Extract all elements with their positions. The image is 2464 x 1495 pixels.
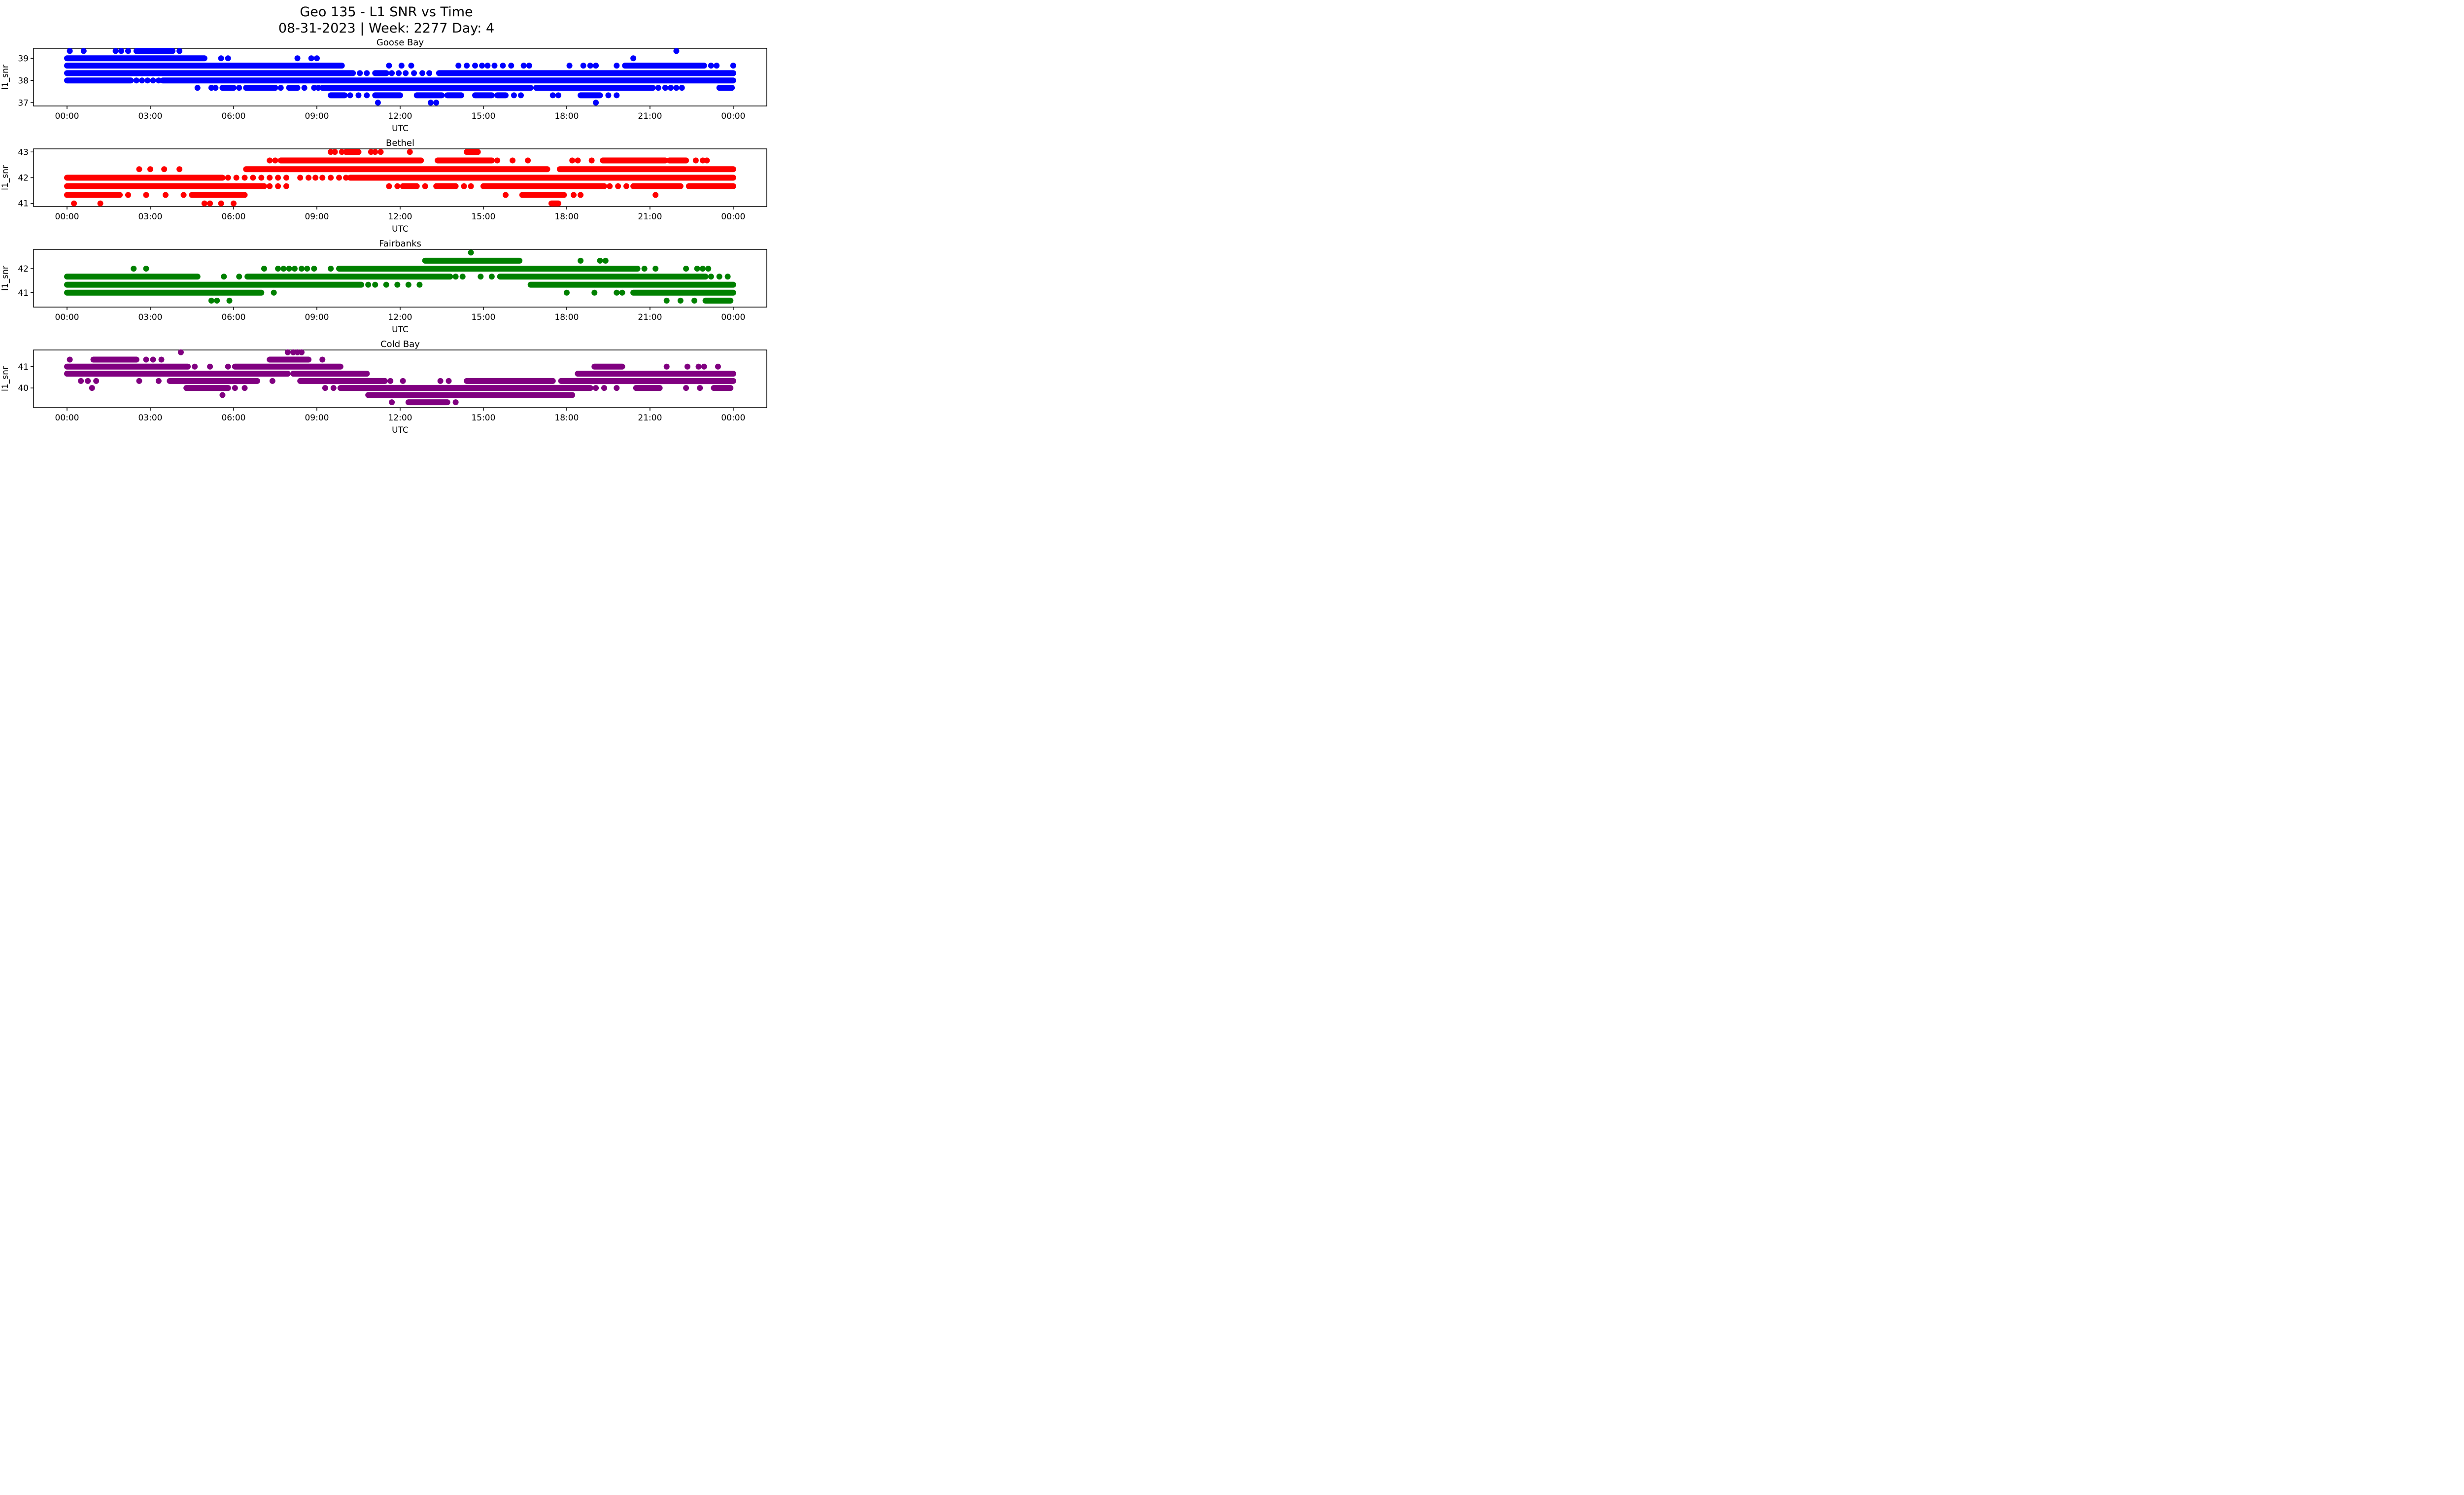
x-tick-label: 12:00 <box>388 313 412 322</box>
x-tick-label: 21:00 <box>638 413 662 423</box>
x-axis-label: UTC <box>392 425 409 435</box>
x-tick-label: 06:00 <box>221 111 245 121</box>
scatter-runs <box>64 149 736 207</box>
x-tick-label: 15:00 <box>471 413 495 423</box>
x-tick-label: 21:00 <box>638 313 662 322</box>
subplot-title: Fairbanks <box>379 240 421 249</box>
scatter-runs <box>64 257 736 304</box>
x-axis-label: UTC <box>392 124 409 134</box>
subplot-cold-bay: Cold Bay l1_snr 40 41 00:00 03:00 06:00 09:00 12… <box>0 340 767 435</box>
y-axis-label: l1_snr <box>0 366 10 391</box>
x-tick-label: 09:00 <box>305 413 329 423</box>
scatter-points <box>67 48 736 106</box>
scatter-points <box>71 149 710 207</box>
figure-title-line1: Geo 135 - L1 SNR vs Time <box>300 4 473 20</box>
y-tick-label: 41 <box>18 199 29 209</box>
subplot-title: Bethel <box>386 139 414 148</box>
y-ticks: 40 41 <box>18 362 34 393</box>
x-ticks: 00:00 03:00 06:00 09:00 12:00 15:00 18:00 21:00… <box>55 307 745 322</box>
x-tick-label: 00:00 <box>721 413 745 423</box>
x-tick-label: 18:00 <box>554 111 579 121</box>
x-tick-label: 15:00 <box>471 212 495 222</box>
figure-title-line2: 08-31-2023 | Week: 2277 Day: 4 <box>278 21 495 36</box>
y-ticks: 41 42 <box>18 264 34 298</box>
x-tick-label: 03:00 <box>138 413 162 423</box>
y-axis-label: l1_snr <box>0 165 10 190</box>
figure: Geo 135 - L1 SNR vs Time 08-31-2023 | We… <box>0 0 773 449</box>
scatter-runs <box>64 356 736 406</box>
y-tick-label: 41 <box>18 362 29 372</box>
x-tick-label: 15:00 <box>471 313 495 322</box>
y-ticks: 37 38 39 <box>18 54 34 108</box>
x-tick-label: 12:00 <box>388 111 412 121</box>
y-tick-label: 41 <box>18 288 29 298</box>
subplot-title: Cold Bay <box>380 340 420 349</box>
x-tick-label: 03:00 <box>138 212 162 222</box>
x-ticks: 00:00 03:00 06:00 09:00 12:00 15:00 18:00 21:00… <box>55 207 745 222</box>
x-tick-label: 12:00 <box>388 413 412 423</box>
scatter-points <box>131 249 731 304</box>
x-tick-label: 00:00 <box>55 313 79 322</box>
y-tick-label: 38 <box>18 76 29 86</box>
x-tick-label: 18:00 <box>554 413 579 423</box>
x-tick-label: 00:00 <box>721 111 745 121</box>
x-ticks: 00:00 03:00 06:00 09:00 12:00 15:00 18:00 21:00… <box>55 408 745 423</box>
x-tick-label: 03:00 <box>138 111 162 121</box>
x-axis-label: UTC <box>392 224 409 234</box>
x-ticks: 00:00 03:00 06:00 09:00 12:00 15:00 18:00 21:00… <box>55 106 745 121</box>
x-tick-label: 18:00 <box>554 313 579 322</box>
scatter-runs <box>64 48 736 99</box>
x-tick-label: 09:00 <box>305 212 329 222</box>
x-tick-label: 06:00 <box>221 413 245 423</box>
y-tick-label: 37 <box>18 98 29 108</box>
x-tick-label: 06:00 <box>221 212 245 222</box>
x-tick-label: 00:00 <box>55 413 79 423</box>
x-tick-label: 09:00 <box>305 313 329 322</box>
x-tick-label: 18:00 <box>554 212 579 222</box>
y-tick-label: 39 <box>18 54 29 64</box>
x-axis-label: UTC <box>392 325 409 335</box>
x-tick-label: 21:00 <box>638 111 662 121</box>
y-tick-label: 43 <box>18 147 29 157</box>
x-tick-label: 21:00 <box>638 212 662 222</box>
y-tick-label: 42 <box>18 264 29 274</box>
x-tick-label: 00:00 <box>721 212 745 222</box>
plots-container: Goose Bay l1_snr 37 38 39 00:00 03:00 06:00 09:0… <box>0 38 773 441</box>
subplot-goose-bay: Goose Bay l1_snr 37 38 39 00:00 03:00 06:00 09:0… <box>0 38 767 134</box>
y-tick-label: 42 <box>18 174 29 183</box>
subplot-bethel: Bethel l1_snr 41 42 43 00:00 03:00 06:00 09:00 12… <box>0 139 767 234</box>
x-tick-label: 00:00 <box>721 313 745 322</box>
x-tick-label: 00:00 <box>55 212 79 222</box>
subplot-fairbanks: Fairbanks l1_snr 41 42 00:00 03:00 06:00 09:00 1… <box>0 240 767 335</box>
y-axis-label: l1_snr <box>0 65 10 90</box>
x-tick-label: 12:00 <box>388 212 412 222</box>
scatter-points <box>67 349 721 406</box>
x-tick-label: 15:00 <box>471 111 495 121</box>
subplot-title: Goose Bay <box>376 38 424 48</box>
y-ticks: 41 42 43 <box>18 147 34 209</box>
x-tick-label: 06:00 <box>221 313 245 322</box>
y-axis-label: l1_snr <box>0 266 10 291</box>
y-tick-label: 40 <box>18 383 29 393</box>
x-tick-label: 03:00 <box>138 313 162 322</box>
x-tick-label: 00:00 <box>55 111 79 121</box>
x-tick-label: 09:00 <box>305 111 329 121</box>
